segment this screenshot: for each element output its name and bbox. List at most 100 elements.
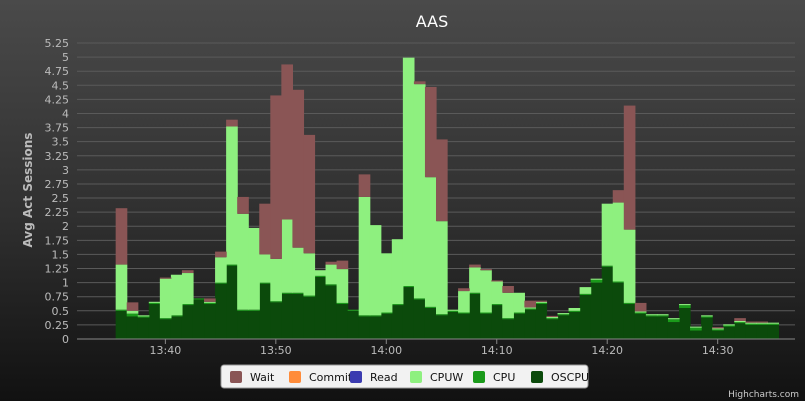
area-segment-cpuw[interactable] xyxy=(259,254,271,283)
area-segment-oscpu[interactable] xyxy=(734,323,746,339)
area-segment-cpuw[interactable] xyxy=(369,225,382,316)
area-segment-oscpu[interactable] xyxy=(192,299,205,339)
area-segment-oscpu[interactable] xyxy=(767,324,780,339)
area-segment-cpuw[interactable] xyxy=(148,301,161,303)
area-segment-cpu[interactable] xyxy=(590,279,603,283)
area-segment-wait[interactable] xyxy=(502,286,514,293)
area-segment-cpu[interactable] xyxy=(226,264,238,266)
area-segment-cpu[interactable] xyxy=(402,286,415,288)
legend-item-oscpu[interactable]: OSCPU xyxy=(531,371,589,384)
area-segment-cpuw[interactable] xyxy=(181,273,194,305)
area-segment-cpu[interactable] xyxy=(502,318,514,320)
area-segment-cpu[interactable] xyxy=(237,309,249,311)
area-segment-oscpu[interactable] xyxy=(226,265,238,339)
area-segment-oscpu[interactable] xyxy=(292,293,305,339)
area-segment-cpu[interactable] xyxy=(281,292,293,294)
area-segment-oscpu[interactable] xyxy=(181,305,194,339)
area-segment-oscpu[interactable] xyxy=(645,316,658,339)
area-segment-cpu[interactable] xyxy=(656,315,669,317)
area-segment-cpuw[interactable] xyxy=(413,84,426,299)
area-segment-cpu[interactable] xyxy=(623,302,636,305)
area-segment-cpu[interactable] xyxy=(712,329,724,331)
area-segment-oscpu[interactable] xyxy=(480,313,492,339)
area-segment-cpuw[interactable] xyxy=(402,57,415,287)
legend[interactable]: Wait Commit Read CPUW CPU OSCPU xyxy=(220,364,589,389)
area-segment-oscpu[interactable] xyxy=(270,302,282,339)
area-segment-cpu[interactable] xyxy=(601,265,614,267)
area-segment-oscpu[interactable] xyxy=(546,319,559,339)
area-segment-wait[interactable] xyxy=(424,86,437,178)
area-segment-wait[interactable] xyxy=(734,318,746,321)
area-segment-cpu[interactable] xyxy=(369,315,382,317)
area-segment-cpuw[interactable] xyxy=(458,291,470,313)
area-segment-oscpu[interactable] xyxy=(623,304,636,339)
area-segment-cpu[interactable] xyxy=(424,306,437,308)
area-segment-wait[interactable] xyxy=(336,260,349,270)
area-segment-oscpu[interactable] xyxy=(723,326,735,339)
area-segment-oscpu[interactable] xyxy=(436,315,448,339)
area-segment-cpuw[interactable] xyxy=(204,301,216,303)
area-segment-cpu[interactable] xyxy=(612,281,625,283)
area-segment-oscpu[interactable] xyxy=(502,319,514,339)
legend-item-wait[interactable]: Wait xyxy=(230,371,275,384)
area-segment-cpuw[interactable] xyxy=(535,301,548,303)
area-segment-cpuw[interactable] xyxy=(701,315,713,317)
area-segment-oscpu[interactable] xyxy=(424,307,437,339)
area-segment-oscpu[interactable] xyxy=(170,316,183,339)
area-segment-oscpu[interactable] xyxy=(458,313,470,339)
area-segment-oscpu[interactable] xyxy=(679,307,691,339)
area-segment-oscpu[interactable] xyxy=(402,287,415,339)
area-segment-cpu[interactable] xyxy=(745,323,757,325)
area-segment-cpu[interactable] xyxy=(347,309,360,311)
area-segment-cpuw[interactable] xyxy=(281,219,293,293)
area-segment-cpuw[interactable] xyxy=(358,196,371,316)
area-segment-wait[interactable] xyxy=(292,89,305,248)
area-segment-oscpu[interactable] xyxy=(612,282,625,339)
area-segment-cpu[interactable] xyxy=(314,275,327,277)
area-segment-cpu[interactable] xyxy=(756,323,768,325)
area-segment-cpu[interactable] xyxy=(513,312,525,314)
area-segment-cpu[interactable] xyxy=(436,314,448,316)
area-segment-cpuw[interactable] xyxy=(170,274,183,316)
legend-item-cpu[interactable]: CPU xyxy=(473,371,515,384)
area-segment-oscpu[interactable] xyxy=(634,313,647,339)
area-segment-cpu[interactable] xyxy=(215,282,227,284)
area-segment-cpuw[interactable] xyxy=(248,227,260,310)
area-segment-wait[interactable] xyxy=(756,321,768,323)
area-segment-wait[interactable] xyxy=(303,134,316,254)
area-segment-wait[interactable] xyxy=(535,300,548,302)
area-segment-cpu[interactable] xyxy=(546,318,559,320)
area-segment-cpuw[interactable] xyxy=(656,314,669,316)
area-segment-wait[interactable] xyxy=(237,196,249,214)
area-segment-oscpu[interactable] xyxy=(126,316,139,339)
area-segment-cpuw[interactable] xyxy=(424,177,437,307)
area-segment-cpu[interactable] xyxy=(667,319,680,323)
area-segment-wait[interactable] xyxy=(181,270,194,274)
area-segment-oscpu[interactable] xyxy=(358,316,371,339)
area-segment-cpuw[interactable] xyxy=(524,307,537,309)
area-segment-cpuw[interactable] xyxy=(215,257,227,283)
area-segment-wait[interactable] xyxy=(226,119,238,127)
area-segment-cpuw[interactable] xyxy=(137,315,150,317)
area-segment-cpuw[interactable] xyxy=(767,322,780,324)
area-segment-oscpu[interactable] xyxy=(535,304,548,339)
area-segment-cpuw[interactable] xyxy=(756,322,768,324)
area-segment-oscpu[interactable] xyxy=(314,276,327,339)
area-segment-wait[interactable] xyxy=(358,174,371,197)
area-segment-oscpu[interactable] xyxy=(237,310,249,339)
area-segment-cpu[interactable] xyxy=(535,302,548,305)
area-segment-wait[interactable] xyxy=(634,302,647,312)
area-segment-wait[interactable] xyxy=(491,280,503,282)
area-segment-cpu[interactable] xyxy=(358,315,371,317)
area-segment-oscpu[interactable] xyxy=(712,330,724,339)
area-segment-cpuw[interactable] xyxy=(712,328,724,330)
area-segment-wait[interactable] xyxy=(259,203,271,255)
area-segment-cpu[interactable] xyxy=(701,316,713,318)
area-segment-oscpu[interactable] xyxy=(347,310,360,339)
area-segment-oscpu[interactable] xyxy=(380,313,393,339)
area-segment-cpuw[interactable] xyxy=(447,309,459,311)
area-segment-oscpu[interactable] xyxy=(159,319,172,339)
area-segment-cpu[interactable] xyxy=(115,309,128,311)
area-segment-wait[interactable] xyxy=(115,208,128,265)
area-segment-wait[interactable] xyxy=(480,269,492,271)
